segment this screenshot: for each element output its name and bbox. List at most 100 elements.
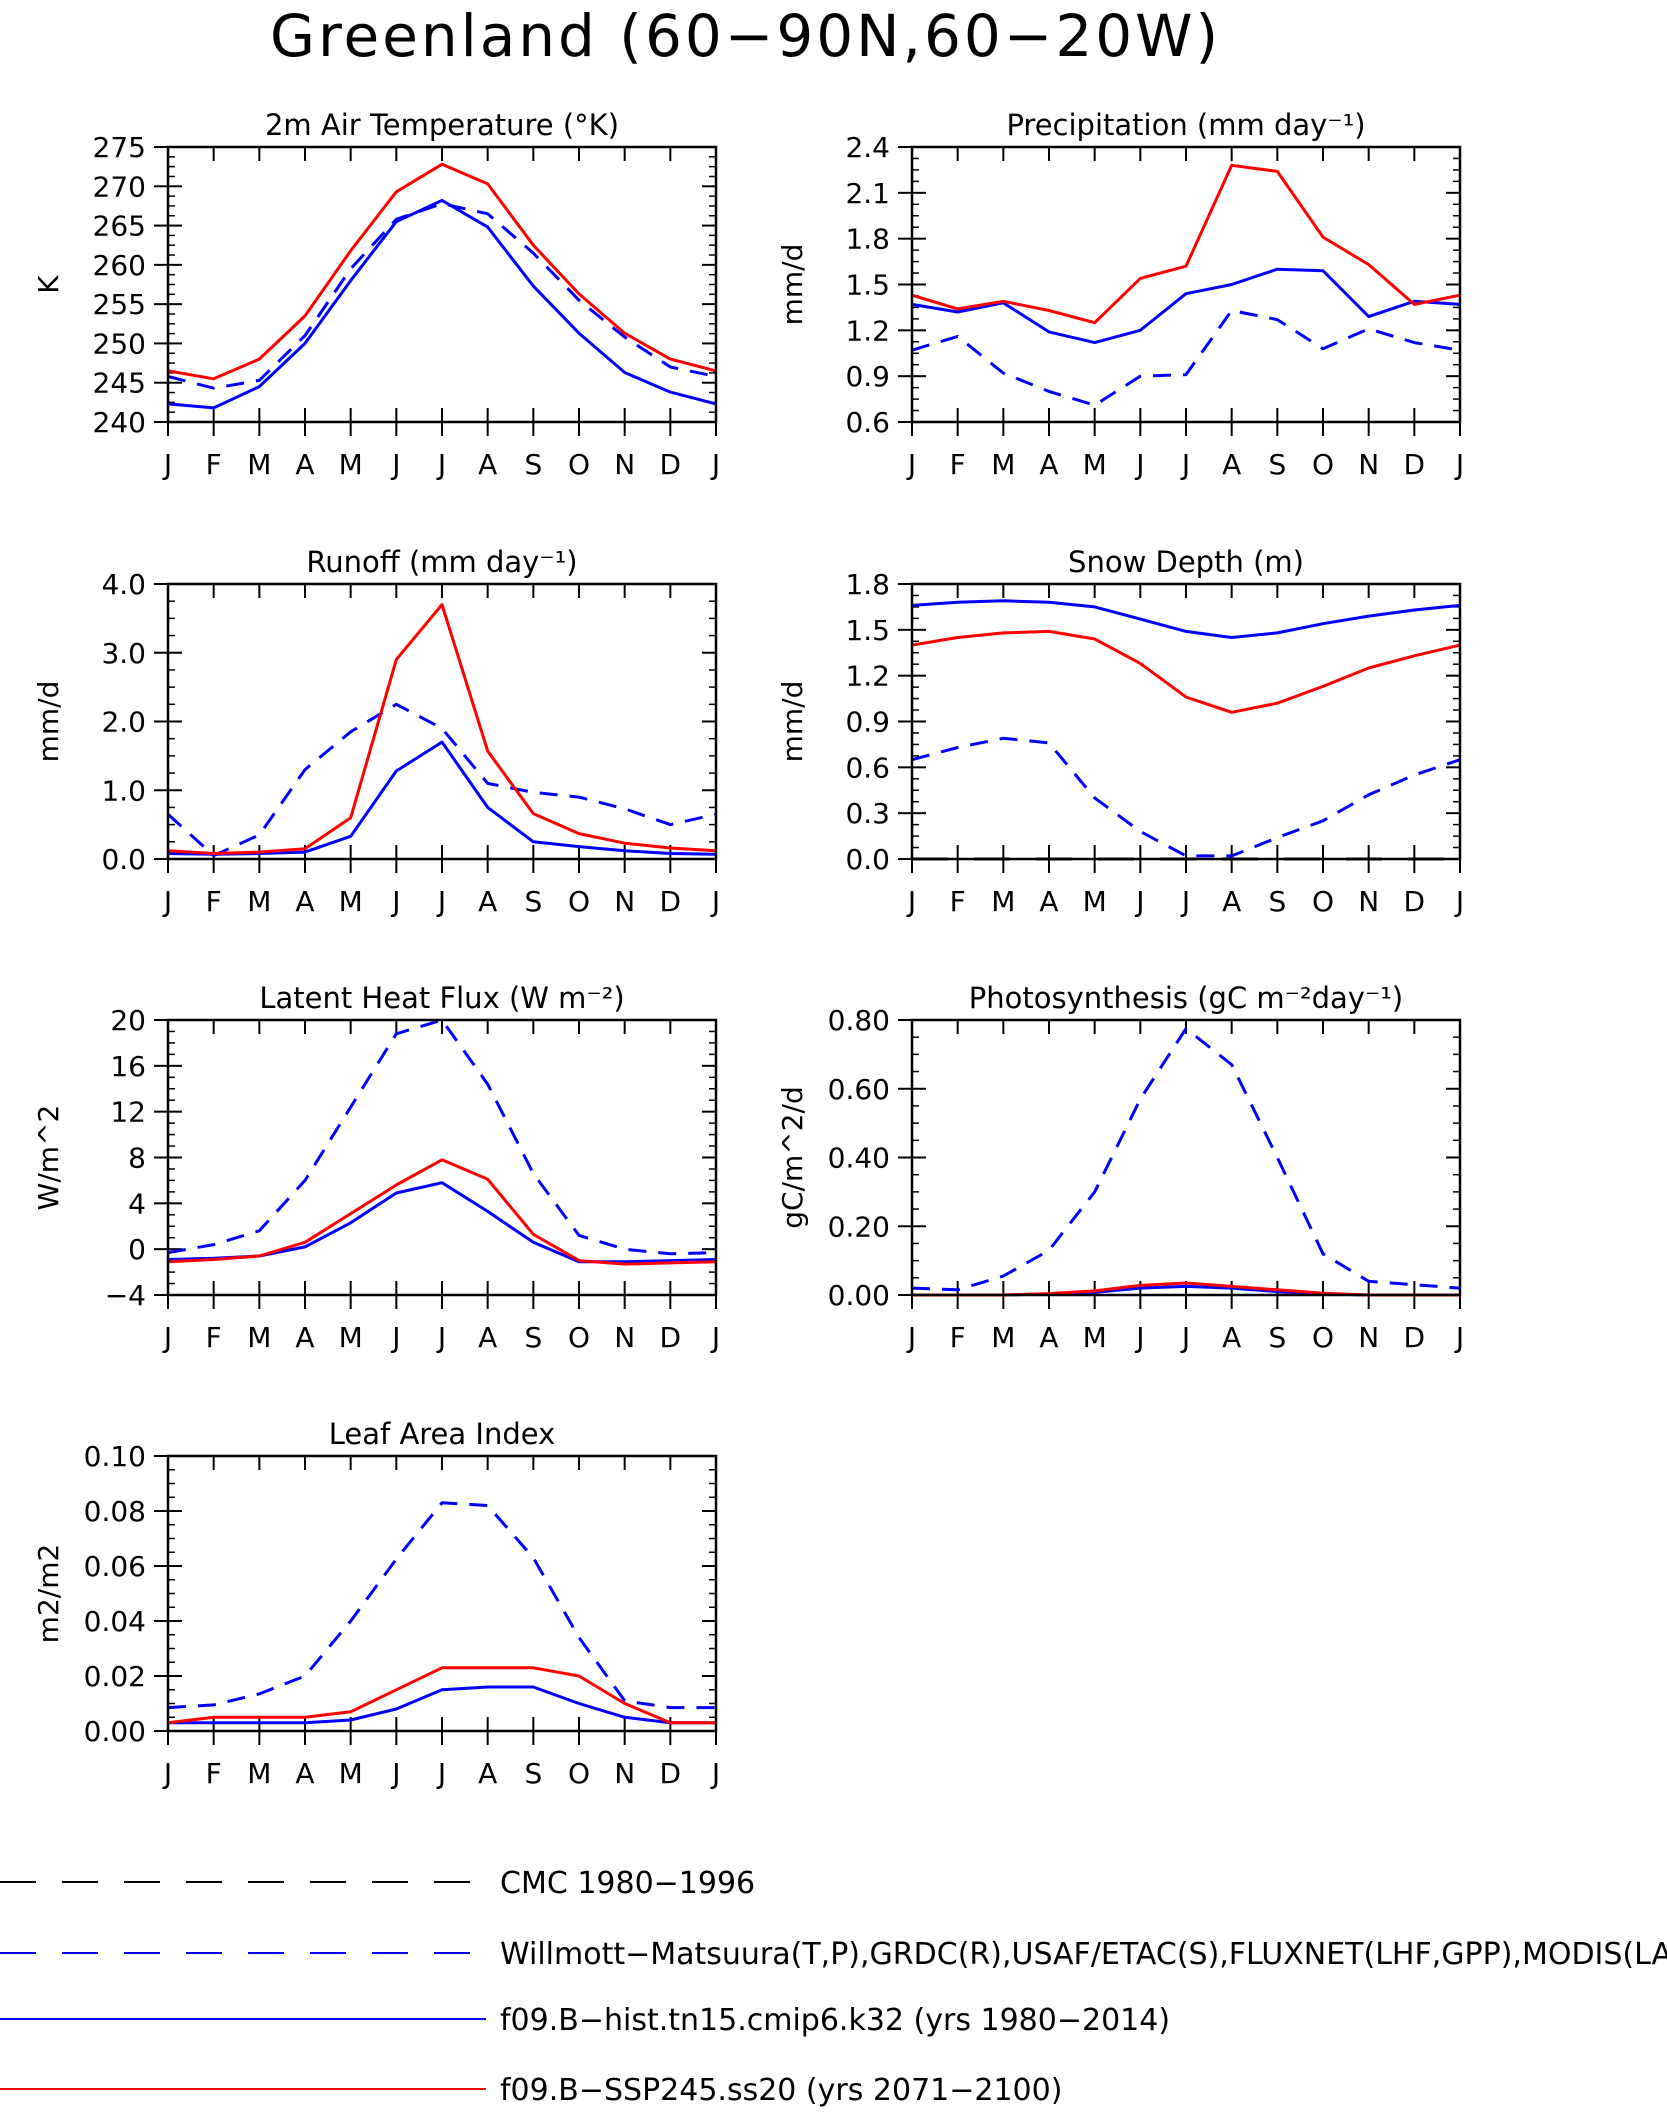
y-tick-label: 1.8 xyxy=(845,568,890,601)
y-tick-label: −4 xyxy=(105,1279,146,1312)
legend-label: f09.B−hist.tn15.cmip6.k32 (yrs 1980−2014… xyxy=(500,2003,1170,2038)
x-tick-label: N xyxy=(614,448,635,481)
series-line-hist xyxy=(168,1685,716,1725)
legend: CMC 1980−1996 Willmott−Matsuura(T,P),GRDC… xyxy=(0,1866,1667,2108)
series-line-obs xyxy=(911,1027,1461,1292)
x-tick-label: A xyxy=(478,885,497,918)
series-line-hist xyxy=(167,198,717,410)
panel-title: Photosynthesis (gC m⁻²day⁻¹) xyxy=(969,981,1403,1015)
plot-frame xyxy=(910,1018,1462,1297)
x-tick-label: D xyxy=(1404,448,1426,481)
y-tick-label: 0.40 xyxy=(828,1142,890,1175)
x-tick-label: O xyxy=(568,1321,590,1354)
series-line-obs xyxy=(167,1018,717,1256)
x-tick-label: M xyxy=(991,1321,1015,1354)
y-tick-label: 0.0 xyxy=(101,843,146,876)
panel-title: Leaf Area Index xyxy=(329,1417,555,1451)
x-tick-label: J xyxy=(436,885,446,918)
y-tick-label: 270 xyxy=(93,170,146,203)
y-tick-label: 2.0 xyxy=(101,706,146,739)
y-tick-label: 0.6 xyxy=(845,751,890,784)
x-tick-label: O xyxy=(1312,885,1334,918)
x-tick-label: J xyxy=(1134,1321,1144,1354)
x-tick-label: J xyxy=(162,885,172,918)
x-tick-label: A xyxy=(478,1757,497,1790)
panel-title: Latent Heat Flux (W m⁻²) xyxy=(259,981,624,1015)
panel-title: Precipitation (mm day⁻¹) xyxy=(1006,108,1365,142)
x-tick-label: A xyxy=(1222,885,1241,918)
x-tick-label: A xyxy=(295,448,314,481)
plot-frame xyxy=(910,145,1462,424)
y-tick-label: 12 xyxy=(110,1096,146,1129)
x-tick-label: A xyxy=(1039,1321,1058,1354)
x-tick-label: N xyxy=(614,885,635,918)
legend-label: f09.B−SSP245.ss20 (yrs 2071−2100) xyxy=(500,2073,1062,2108)
x-tick-label: M xyxy=(339,1757,363,1790)
x-tick-label: J xyxy=(390,885,400,918)
x-tick-label: J xyxy=(906,885,916,918)
x-tick-label: F xyxy=(206,1757,222,1790)
y-tick-label: 16 xyxy=(110,1050,146,1083)
x-tick-label: J xyxy=(710,1757,720,1790)
x-tick-label: J xyxy=(1454,1321,1464,1354)
x-tick-label: N xyxy=(1358,1321,1379,1354)
x-tick-label: A xyxy=(1039,448,1058,481)
x-tick-label: F xyxy=(206,885,222,918)
y-axis-label: K xyxy=(32,275,65,294)
x-tick-label: N xyxy=(1358,885,1379,918)
x-tick-label: J xyxy=(1134,448,1144,481)
x-tick-label: A xyxy=(295,1757,314,1790)
y-tick-label: 0 xyxy=(128,1233,146,1266)
plot-frame xyxy=(166,582,718,861)
x-tick-label: J xyxy=(162,1757,172,1790)
y-tick-label: 260 xyxy=(93,249,146,282)
y-tick-label: 0.60 xyxy=(828,1073,890,1106)
chart-panel: Snow Depth (m) mm/d 0.0 0.3 0.6 0.9 1.2 1.5 1.8 J… xyxy=(776,545,1464,918)
x-tick-label: D xyxy=(660,1321,682,1354)
y-tick-label: 0.08 xyxy=(84,1495,146,1528)
chart-panel: Leaf Area Index m2/m2 0.00 0.02 0.04 0.06 0.08… xyxy=(32,1417,720,1790)
y-axis-label: W/m^2 xyxy=(32,1105,65,1211)
y-tick-label: 4.0 xyxy=(101,568,146,601)
x-tick-label: M xyxy=(247,885,271,918)
x-tick-label: A xyxy=(1039,885,1058,918)
series-line-obs xyxy=(166,702,717,858)
x-tick-label: A xyxy=(1222,448,1241,481)
y-tick-label: 0.9 xyxy=(845,706,890,739)
y-tick-label: 1.8 xyxy=(845,223,890,256)
y-tick-label: 8 xyxy=(128,1142,146,1175)
x-tick-label: M xyxy=(1083,1321,1107,1354)
series-line-obs xyxy=(167,202,717,390)
plot-frame xyxy=(166,1454,718,1733)
x-tick-label: O xyxy=(568,1757,590,1790)
y-tick-label: 275 xyxy=(93,131,146,164)
y-tick-label: 1.2 xyxy=(845,660,890,693)
series-line-obs xyxy=(167,1501,716,1710)
y-tick-label: 255 xyxy=(93,288,146,321)
chart-panel: Precipitation (mm day⁻¹) mm/d 0.6 0.9 1.2 1.5… xyxy=(776,108,1464,481)
y-tick-label: 3.0 xyxy=(101,637,146,670)
x-tick-label: J xyxy=(1134,885,1144,918)
x-tick-label: S xyxy=(1268,448,1286,481)
chart-panel: Runoff (mm day⁻¹)mm/d0.01.02.03.04.0J F M A… xyxy=(32,545,720,918)
chart-panel: Latent Heat Flux (W m⁻²) W/m^2 −4 0 4 8 12 16 20… xyxy=(32,981,720,1354)
x-tick-label: N xyxy=(614,1757,635,1790)
y-tick-label: 0.20 xyxy=(828,1210,890,1243)
x-tick-label: F xyxy=(950,1321,966,1354)
x-tick-label: M xyxy=(247,1321,271,1354)
y-tick-label: 0.9 xyxy=(845,360,890,393)
series-line-ssp xyxy=(167,1158,717,1266)
x-tick-label: M xyxy=(991,448,1015,481)
x-tick-label: M xyxy=(339,1321,363,1354)
x-tick-label: J xyxy=(436,448,446,481)
y-tick-label: 0.04 xyxy=(84,1605,146,1638)
series-line-hist xyxy=(911,599,1461,639)
panel-title: Runoff (mm day⁻¹) xyxy=(306,545,577,579)
y-tick-label: 20 xyxy=(110,1004,146,1037)
x-tick-label: J xyxy=(162,448,172,481)
x-tick-label: F xyxy=(206,448,222,481)
x-tick-label: D xyxy=(660,448,682,481)
plot-frame xyxy=(166,1018,718,1297)
x-tick-label: J xyxy=(1180,448,1190,481)
